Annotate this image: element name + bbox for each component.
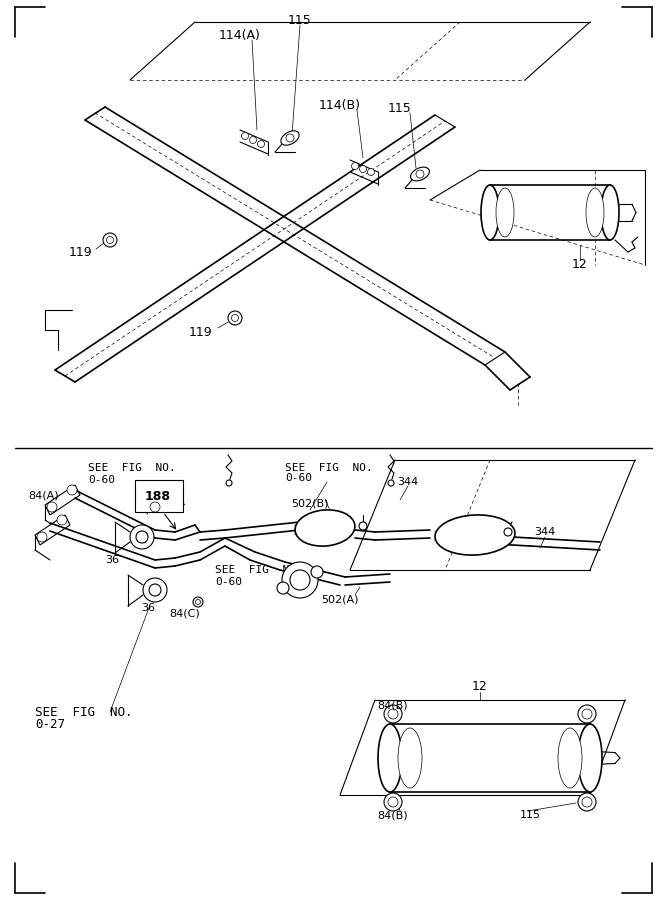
Circle shape xyxy=(195,599,201,605)
Ellipse shape xyxy=(281,130,299,145)
Ellipse shape xyxy=(601,185,619,240)
Text: 114(A): 114(A) xyxy=(219,29,261,41)
Circle shape xyxy=(311,566,323,578)
Circle shape xyxy=(504,528,512,536)
Ellipse shape xyxy=(398,728,422,788)
Circle shape xyxy=(226,480,232,486)
Circle shape xyxy=(107,237,113,244)
Circle shape xyxy=(37,532,47,542)
Ellipse shape xyxy=(586,188,604,237)
Circle shape xyxy=(286,134,294,142)
Circle shape xyxy=(578,705,596,723)
Text: 115: 115 xyxy=(520,810,540,820)
Circle shape xyxy=(249,137,257,143)
Text: 188: 188 xyxy=(145,491,171,503)
Text: 344: 344 xyxy=(398,477,419,487)
Circle shape xyxy=(57,515,67,525)
Circle shape xyxy=(130,525,154,549)
Circle shape xyxy=(231,314,239,321)
Text: 502(B): 502(B) xyxy=(291,499,329,509)
Circle shape xyxy=(257,140,265,148)
Text: 36: 36 xyxy=(105,555,119,565)
Circle shape xyxy=(388,480,394,486)
Ellipse shape xyxy=(378,724,402,792)
Circle shape xyxy=(359,522,367,530)
Circle shape xyxy=(388,797,398,807)
Circle shape xyxy=(578,793,596,811)
Text: SEE  FIG  NO.: SEE FIG NO. xyxy=(215,565,303,575)
Circle shape xyxy=(241,132,249,140)
Circle shape xyxy=(384,793,402,811)
Circle shape xyxy=(136,531,148,543)
Text: SEE  FIG  NO.: SEE FIG NO. xyxy=(285,463,373,473)
Text: 115: 115 xyxy=(288,14,312,26)
Ellipse shape xyxy=(496,188,514,237)
Circle shape xyxy=(368,168,374,176)
Ellipse shape xyxy=(578,724,602,792)
Text: 114(B): 114(B) xyxy=(319,98,361,112)
Circle shape xyxy=(360,166,366,173)
Circle shape xyxy=(228,311,242,325)
Text: 502(A): 502(A) xyxy=(321,595,359,605)
Text: 12: 12 xyxy=(472,680,488,694)
Text: 115: 115 xyxy=(388,102,412,114)
Text: 84(A): 84(A) xyxy=(28,491,59,501)
Ellipse shape xyxy=(295,510,355,546)
Text: 119: 119 xyxy=(68,246,92,258)
Text: 0-60: 0-60 xyxy=(285,473,312,483)
Polygon shape xyxy=(45,485,80,515)
Ellipse shape xyxy=(435,515,515,555)
Text: 119: 119 xyxy=(188,326,212,338)
Circle shape xyxy=(416,170,424,178)
Text: 0-27: 0-27 xyxy=(35,718,65,732)
Circle shape xyxy=(352,163,358,169)
Polygon shape xyxy=(35,515,70,545)
Circle shape xyxy=(103,233,117,247)
Circle shape xyxy=(67,485,77,495)
Text: 344: 344 xyxy=(534,527,556,537)
Ellipse shape xyxy=(411,167,430,181)
Text: 84(B): 84(B) xyxy=(378,700,408,710)
Circle shape xyxy=(582,709,592,719)
Text: 0-60: 0-60 xyxy=(215,577,242,587)
Ellipse shape xyxy=(481,185,499,240)
Text: 84(C): 84(C) xyxy=(169,609,200,619)
Bar xyxy=(135,480,183,512)
Circle shape xyxy=(193,597,203,607)
Text: 0-60: 0-60 xyxy=(88,475,115,485)
Circle shape xyxy=(47,502,57,512)
Text: SEE  FIG  NO.: SEE FIG NO. xyxy=(88,463,175,473)
Circle shape xyxy=(290,570,310,590)
Circle shape xyxy=(277,582,289,594)
Text: 12: 12 xyxy=(572,258,588,272)
Circle shape xyxy=(582,797,592,807)
Text: SEE  FIG  NO.: SEE FIG NO. xyxy=(35,706,133,718)
Ellipse shape xyxy=(558,728,582,788)
Circle shape xyxy=(150,502,160,512)
Text: 36: 36 xyxy=(141,603,155,613)
Circle shape xyxy=(143,578,167,602)
Circle shape xyxy=(384,705,402,723)
Circle shape xyxy=(282,562,318,598)
Text: 84(B): 84(B) xyxy=(378,810,408,820)
Circle shape xyxy=(388,709,398,719)
Circle shape xyxy=(149,584,161,596)
